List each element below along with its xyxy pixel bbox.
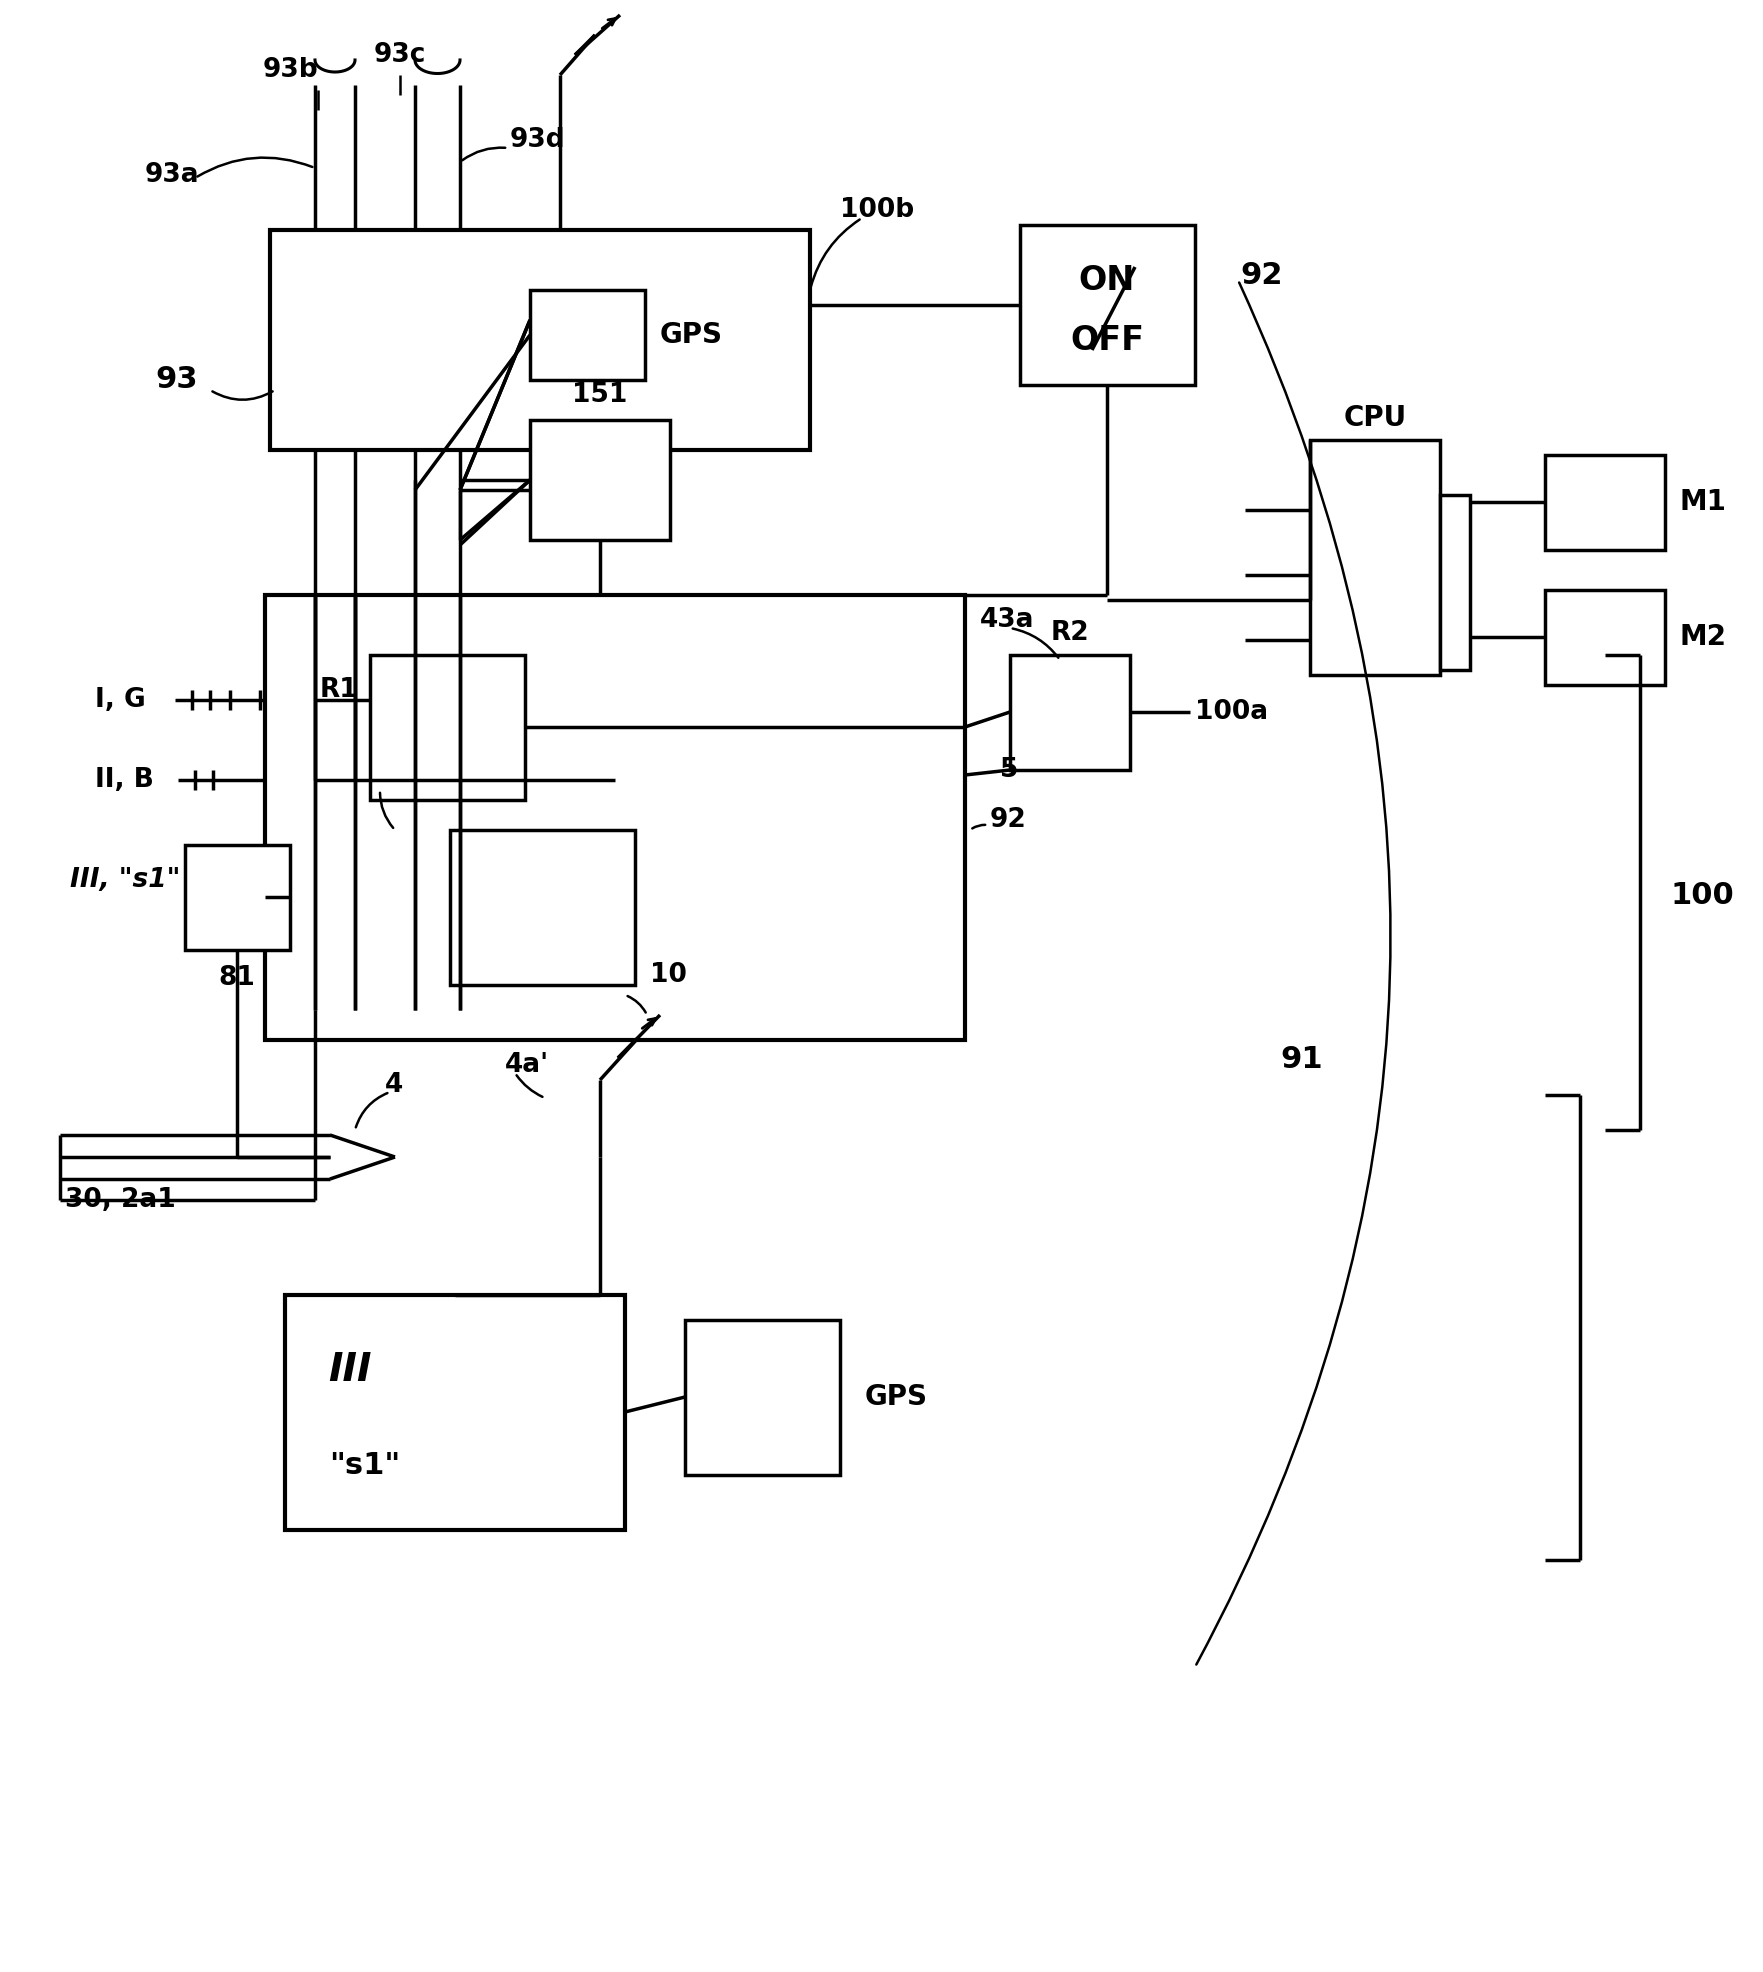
Text: 93: 93 <box>155 365 197 394</box>
Text: 30, 2a1: 30, 2a1 <box>65 1187 176 1213</box>
Text: 91: 91 <box>1280 1045 1322 1075</box>
Text: 92: 92 <box>1239 260 1282 290</box>
Text: 5: 5 <box>1000 757 1019 783</box>
Bar <box>270 231 809 450</box>
Text: ON: ON <box>1079 264 1135 296</box>
Text: 100: 100 <box>1670 881 1733 909</box>
Text: R2: R2 <box>1051 619 1090 647</box>
Text: 151: 151 <box>573 383 628 408</box>
Text: 10: 10 <box>651 962 688 988</box>
Text: CPU: CPU <box>1343 404 1407 432</box>
Bar <box>450 830 635 984</box>
Text: III, "s1": III, "s1" <box>71 868 180 893</box>
Text: GPS: GPS <box>866 1382 927 1412</box>
Text: GPS: GPS <box>659 321 723 349</box>
Text: 4: 4 <box>384 1073 404 1098</box>
Bar <box>1544 456 1664 550</box>
Text: "s1": "s1" <box>330 1451 400 1479</box>
Bar <box>531 420 670 540</box>
Bar <box>264 596 964 1039</box>
Text: 100b: 100b <box>839 197 915 223</box>
Bar <box>1021 225 1195 385</box>
Text: M1: M1 <box>1680 487 1728 517</box>
Bar <box>1544 590 1664 684</box>
Text: 93a: 93a <box>145 162 199 187</box>
Text: 93c: 93c <box>374 41 427 67</box>
Bar <box>1440 495 1470 670</box>
Text: 93d: 93d <box>510 126 566 154</box>
Text: I, G: I, G <box>95 686 146 714</box>
Text: 4a': 4a' <box>504 1051 548 1079</box>
Text: 93b: 93b <box>263 57 317 83</box>
Text: III: III <box>328 1351 372 1388</box>
Text: II, B: II, B <box>95 767 153 793</box>
Text: OFF: OFF <box>1070 323 1144 357</box>
Text: 81: 81 <box>219 964 256 992</box>
Text: R1: R1 <box>319 676 358 702</box>
Bar <box>370 655 525 801</box>
Bar <box>185 844 289 951</box>
Bar <box>686 1319 839 1475</box>
Bar <box>286 1296 626 1530</box>
Bar <box>1310 440 1440 674</box>
Text: 92: 92 <box>991 807 1026 832</box>
Text: 43a: 43a <box>980 607 1035 633</box>
Bar <box>531 290 645 381</box>
Text: 100a: 100a <box>1195 698 1268 726</box>
Bar <box>1010 655 1130 769</box>
Text: M2: M2 <box>1680 623 1728 651</box>
